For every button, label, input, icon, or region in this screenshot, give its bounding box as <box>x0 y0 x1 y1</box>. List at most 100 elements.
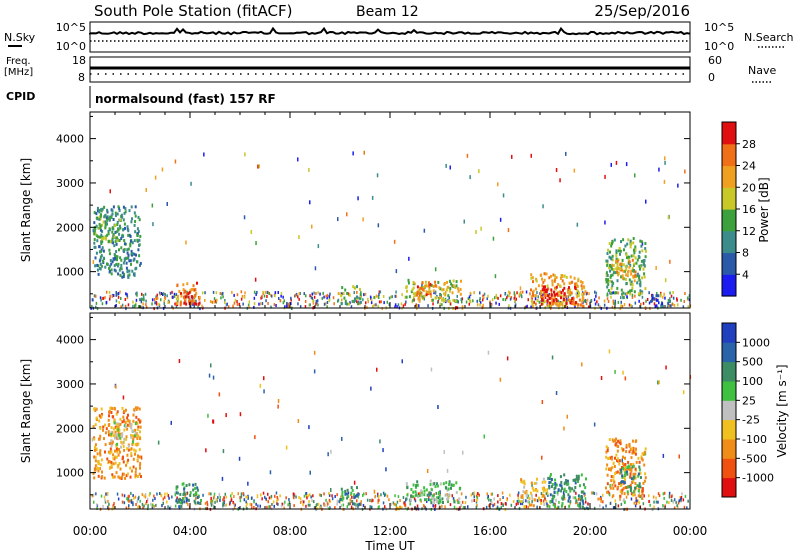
echo-cell <box>193 499 196 503</box>
echo-cell <box>134 428 137 432</box>
scatter-cell <box>595 294 597 298</box>
echo-cell <box>184 298 187 302</box>
echo-cell <box>641 276 644 280</box>
echo-cell <box>429 498 432 502</box>
scatter-cell <box>546 488 548 493</box>
echo-cell <box>109 239 112 243</box>
echo-cell <box>606 279 609 283</box>
echo-cell <box>581 281 584 285</box>
echo-cell <box>644 249 647 253</box>
scatter-cell <box>304 300 307 303</box>
echo-cell <box>110 262 113 266</box>
echo-cell <box>407 281 410 285</box>
scatter-cell <box>669 259 671 264</box>
scatter-cell <box>301 499 303 503</box>
echo-cell <box>611 284 614 288</box>
scatter-cell <box>362 217 364 222</box>
echo-cell <box>101 259 104 263</box>
scatter-cell <box>382 295 385 298</box>
scatter-cell <box>205 448 207 453</box>
scatter-cell <box>162 293 164 296</box>
echo-cell <box>412 495 415 499</box>
scatter-cell <box>155 503 157 507</box>
scatter-cell <box>614 301 617 305</box>
echo-cell <box>115 433 118 437</box>
scatter-cell <box>558 500 560 504</box>
scatter-cell <box>286 301 288 305</box>
echo-cell <box>543 278 546 282</box>
echo-cell <box>546 298 549 302</box>
echo-cell <box>393 502 396 506</box>
echo-cell <box>610 291 613 295</box>
scatter-cell <box>367 297 369 301</box>
scatter-cell <box>128 494 130 498</box>
scatter-cell <box>204 299 206 302</box>
echo-cell <box>406 493 409 497</box>
scatter-cell <box>283 299 285 303</box>
echo-cell <box>639 476 642 479</box>
echo-cell <box>116 220 119 224</box>
echo-cell <box>641 452 644 456</box>
echo-cell <box>619 252 621 256</box>
echo-cell <box>554 277 557 281</box>
scatter-cell <box>312 494 314 498</box>
scatter-cell <box>468 302 470 306</box>
scatter-cell <box>265 299 267 303</box>
scatter-cell <box>391 295 393 299</box>
echo-cell <box>449 289 451 293</box>
echo-cell <box>611 280 613 284</box>
echo-cell <box>546 288 549 292</box>
noise-panel: N.Sky 10^5 10^0 10^5 10^0 N.Search <box>4 21 794 53</box>
scatter-cell <box>317 244 320 249</box>
scatter-cell <box>347 491 350 495</box>
echo-cell <box>176 485 179 489</box>
scatter-cell <box>224 299 226 302</box>
scatter-cell <box>201 304 203 308</box>
scatter-cell <box>298 496 300 499</box>
echo-cell <box>418 290 421 294</box>
echo-cell <box>457 287 460 291</box>
scatter-cell <box>656 292 658 295</box>
echo-cell <box>559 475 562 479</box>
echo-cell <box>129 239 132 243</box>
echo-cell <box>115 455 118 459</box>
scatter-cell <box>210 503 213 507</box>
echo-cell <box>357 302 360 306</box>
echo-cell <box>574 496 577 500</box>
scatter-cell <box>495 293 497 297</box>
colorbar-segment <box>722 143 736 167</box>
echo-cell <box>101 207 104 211</box>
echo-cell <box>575 282 578 286</box>
echo-cell <box>574 303 577 306</box>
scatter-cell <box>174 493 177 497</box>
echo-cell <box>579 502 582 506</box>
echo-cell <box>346 302 349 306</box>
echo-cell <box>629 245 632 249</box>
echo-cell <box>631 258 634 262</box>
scatter-cell <box>166 492 168 496</box>
echo-cell <box>179 501 182 505</box>
scatter-cell <box>468 295 471 299</box>
echo-cell <box>618 248 621 252</box>
echo-cell <box>629 448 632 452</box>
scatter-cell <box>312 301 315 305</box>
echo-cell <box>639 471 642 475</box>
scatter-cell <box>268 505 270 509</box>
scatter-cell <box>283 502 285 506</box>
echo-cell <box>110 444 113 448</box>
scatter-cell <box>427 304 429 308</box>
echo-cell <box>553 279 556 283</box>
echo-cell <box>617 485 620 489</box>
echo-cell <box>627 258 630 262</box>
scatter-cell <box>96 307 99 311</box>
echo-cell <box>105 221 108 225</box>
scatter-cell <box>617 291 619 295</box>
echo-cell <box>436 482 438 486</box>
scatter-cell <box>199 307 201 311</box>
scatter-cell <box>420 291 423 295</box>
scatter-cell <box>128 504 130 508</box>
echo-cell <box>180 294 183 298</box>
echo-cell <box>103 205 106 209</box>
echo-cell <box>606 252 609 255</box>
echo-cell <box>641 458 644 462</box>
